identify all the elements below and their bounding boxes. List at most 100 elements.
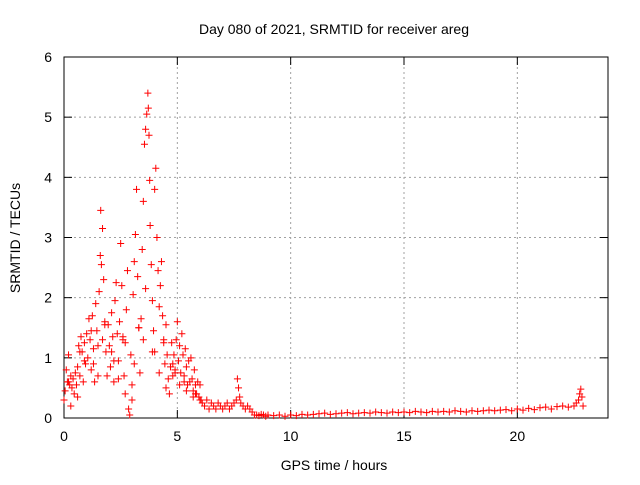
data-point — [188, 375, 196, 383]
data-point — [496, 406, 504, 414]
data-point — [128, 396, 136, 404]
y-axis-label: SRMTID / TECUs — [7, 183, 23, 293]
y-tick-label: 3 — [44, 230, 52, 246]
data-point — [270, 412, 278, 420]
data-point — [120, 372, 128, 380]
data-point — [74, 393, 82, 401]
data-point — [80, 357, 88, 365]
grid-lines — [64, 57, 608, 418]
data-point — [321, 409, 329, 417]
data-point — [96, 252, 104, 260]
data-point — [491, 407, 499, 415]
data-point — [182, 363, 190, 371]
data-point — [80, 339, 88, 347]
data-point — [233, 375, 241, 383]
data-point — [163, 351, 171, 359]
data-point — [411, 407, 419, 415]
data-point — [143, 110, 151, 118]
data-point — [394, 409, 402, 417]
data-point — [451, 407, 459, 415]
data-point — [187, 354, 195, 362]
data-point — [553, 403, 561, 411]
data-point — [122, 306, 130, 314]
data-point — [173, 318, 181, 326]
data-point — [525, 404, 533, 412]
data-point — [87, 327, 95, 335]
data-point — [168, 339, 176, 347]
data-point — [94, 372, 102, 380]
data-point — [142, 285, 150, 293]
data-point — [144, 89, 152, 97]
data-point — [174, 357, 182, 365]
data-point — [423, 409, 431, 417]
data-point — [178, 330, 186, 338]
data-point — [366, 409, 374, 417]
data-point — [201, 402, 209, 410]
data-point — [74, 363, 82, 371]
data-point — [67, 402, 75, 410]
data-point — [445, 408, 453, 416]
data-point — [76, 348, 84, 356]
data-point — [75, 342, 83, 350]
data-point — [287, 411, 295, 419]
data-point — [105, 342, 113, 350]
data-point — [575, 396, 583, 404]
data-point — [161, 360, 169, 368]
data-point — [462, 408, 470, 416]
data-point — [338, 409, 346, 417]
data-point — [157, 258, 165, 266]
data-point — [133, 185, 141, 193]
data-point — [146, 221, 154, 229]
data-point — [172, 336, 180, 344]
data-point — [151, 348, 159, 356]
data-point — [577, 385, 585, 393]
data-point — [148, 297, 156, 305]
data-point — [417, 408, 425, 416]
chart-title: Day 080 of 2021, SRMTID for receiver are… — [199, 21, 469, 37]
x-tick-label: 20 — [510, 428, 526, 444]
data-point — [125, 405, 133, 413]
data-point — [264, 411, 272, 419]
data-point — [144, 104, 152, 112]
data-point — [117, 240, 125, 248]
data-point — [160, 339, 168, 347]
data-point — [180, 372, 188, 380]
data-point — [116, 318, 124, 326]
data-point — [434, 408, 442, 416]
data-point — [169, 360, 177, 368]
data-point — [508, 407, 516, 415]
data-point — [181, 345, 189, 353]
data-point — [113, 330, 121, 338]
data-point — [170, 351, 178, 359]
data-point — [355, 409, 363, 417]
data-point — [72, 381, 80, 389]
data-point — [155, 303, 163, 311]
data-point — [275, 411, 283, 419]
data-point — [536, 404, 544, 412]
data-point — [139, 197, 147, 205]
data-point — [110, 357, 118, 365]
data-point — [108, 309, 116, 317]
data-point — [479, 407, 487, 415]
data-point — [191, 390, 199, 398]
data-point — [101, 321, 109, 329]
data-point — [343, 409, 351, 417]
data-point — [109, 333, 117, 341]
data-point — [99, 224, 107, 232]
data-point — [121, 390, 129, 398]
data-point — [153, 234, 161, 241]
data-point — [128, 381, 136, 389]
data-point — [123, 267, 131, 275]
data-point — [564, 403, 572, 411]
data-point — [151, 185, 159, 193]
data-point — [519, 406, 527, 414]
data-point — [131, 230, 139, 238]
data-point — [71, 369, 79, 377]
data-point — [87, 366, 95, 374]
data-point — [62, 366, 70, 374]
data-point — [530, 406, 538, 414]
data-point — [119, 336, 127, 344]
data-point — [309, 410, 317, 418]
data-point — [65, 378, 73, 386]
